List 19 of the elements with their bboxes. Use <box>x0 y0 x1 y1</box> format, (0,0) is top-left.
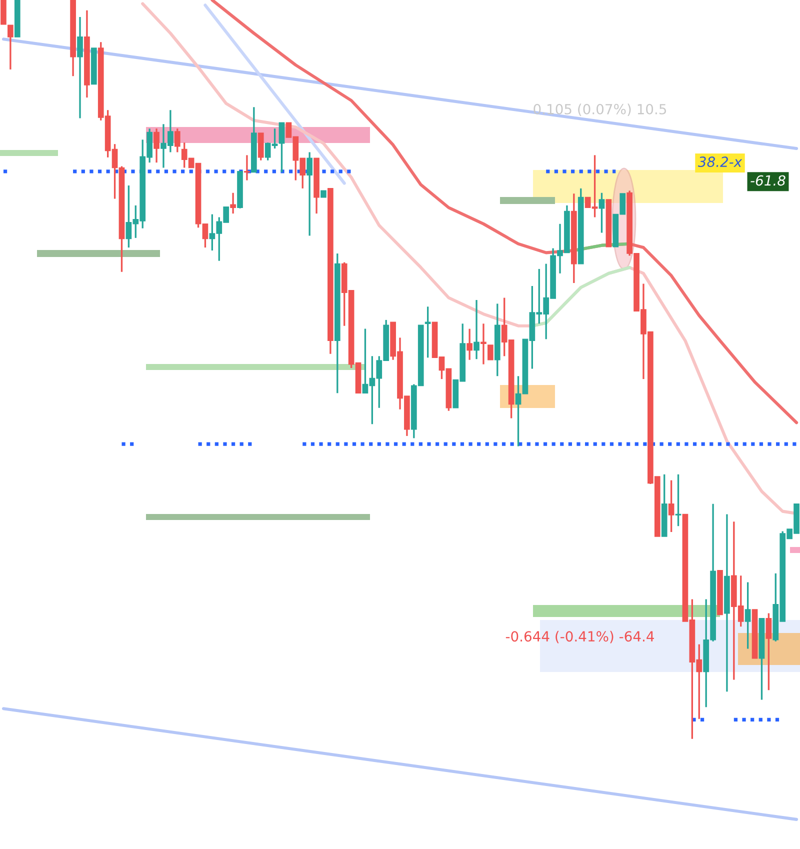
candlestick <box>244 154 250 182</box>
candlestick <box>675 474 682 527</box>
annotation: -0.644 (-0.41%) -64.4 <box>506 630 654 644</box>
candlestick <box>466 328 472 361</box>
candlestick <box>480 322 486 366</box>
candlestick <box>424 306 431 358</box>
candlestick <box>766 612 772 691</box>
candlestick <box>474 299 480 360</box>
candlestick <box>306 151 312 237</box>
candlestick <box>744 581 751 650</box>
candlestick <box>668 479 674 533</box>
candlestick <box>598 192 605 234</box>
candlestick <box>77 16 83 120</box>
candlestick <box>230 192 236 214</box>
candlestick <box>174 128 180 154</box>
annotation: 38.2-x <box>698 156 742 168</box>
annotation: -61.8 <box>750 175 786 186</box>
candlestick <box>488 344 494 360</box>
candlestick <box>154 128 160 164</box>
